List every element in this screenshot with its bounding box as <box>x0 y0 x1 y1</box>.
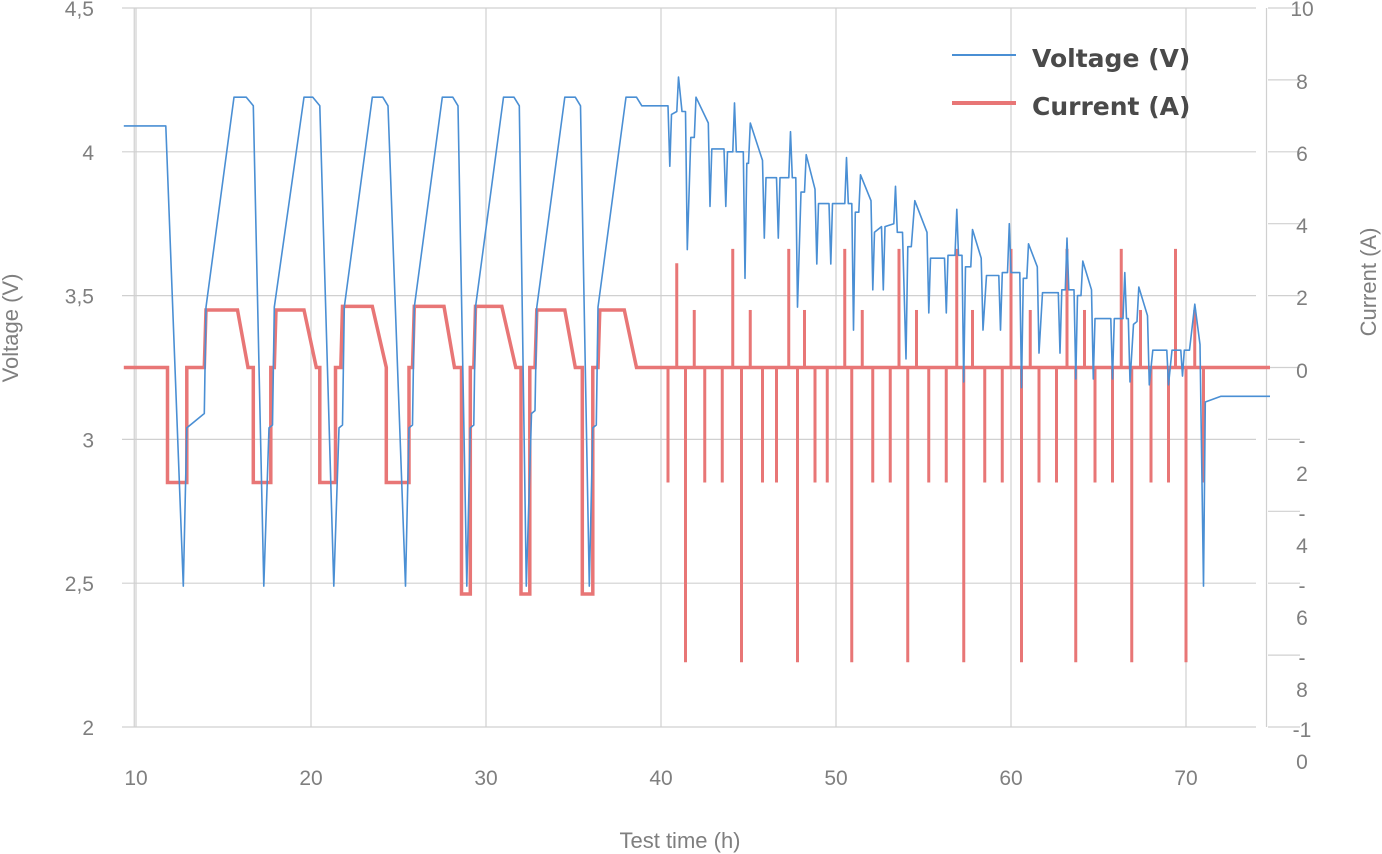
right-y-tick-label: 0 <box>1296 360 1308 383</box>
right-y-tick-label: - <box>1299 503 1306 526</box>
left-y-tick-label: 4,5 <box>65 0 94 21</box>
plot-series <box>123 76 1270 663</box>
left-y-tick-label: 2 <box>82 717 94 740</box>
left-y-axis-title: Voltage (V) <box>0 274 23 383</box>
right-y-tick-label: 4 <box>1296 535 1308 558</box>
right-y-tick-label: 4 <box>1296 215 1308 238</box>
right-y-tick-labels: 10 8 6 4 2 0 - 2 - 4 - 6 - 8 -1 0 <box>1290 0 1313 774</box>
x-tick-label: 20 <box>299 767 322 790</box>
x-axis-title: Test time (h) <box>619 828 740 853</box>
left-y-tick-label: 3 <box>82 429 94 452</box>
right-y-tick-label: 8 <box>1296 71 1308 94</box>
legend: Voltage (V) Current (A) <box>952 44 1190 121</box>
right-y-tick-label: 0 <box>1296 751 1308 774</box>
x-tick-label: 60 <box>999 767 1022 790</box>
legend-current-label: Current (A) <box>1032 92 1190 121</box>
x-tick-label: 10 <box>124 767 147 790</box>
right-y-tick-label: - <box>1299 647 1306 670</box>
right-y-tick-label: 10 <box>1290 0 1313 21</box>
right-y-tick-label: - <box>1299 430 1306 453</box>
right-y-tick-label: 8 <box>1296 679 1308 702</box>
right-y-tick-label: 6 <box>1296 143 1308 166</box>
x-tick-labels: 10 20 30 40 50 60 70 <box>124 767 1197 790</box>
right-y-axis-title: Current (A) <box>1356 228 1381 337</box>
left-y-tick-labels: 4,5 4 3,5 3 2,5 2 <box>65 0 95 740</box>
voltage-series-line <box>123 76 1270 587</box>
legend-voltage-label: Voltage (V) <box>1032 44 1190 73</box>
right-y-tick-label: - <box>1299 575 1306 598</box>
x-tick-label: 30 <box>474 767 497 790</box>
right-y-tick-label: 6 <box>1296 607 1308 630</box>
x-tick-label: 70 <box>1174 767 1197 790</box>
right-y-tick-label: 2 <box>1296 463 1308 486</box>
x-tick-label: 50 <box>824 767 847 790</box>
right-y-tick-label: -1 <box>1293 719 1312 742</box>
x-tick-label: 40 <box>649 767 672 790</box>
left-y-tick-label: 2,5 <box>65 573 94 596</box>
right-y-tick-label: 2 <box>1296 287 1308 310</box>
current-series-line <box>123 304 1270 596</box>
left-y-tick-label: 4 <box>82 142 94 165</box>
left-y-tick-label: 3,5 <box>65 286 94 309</box>
